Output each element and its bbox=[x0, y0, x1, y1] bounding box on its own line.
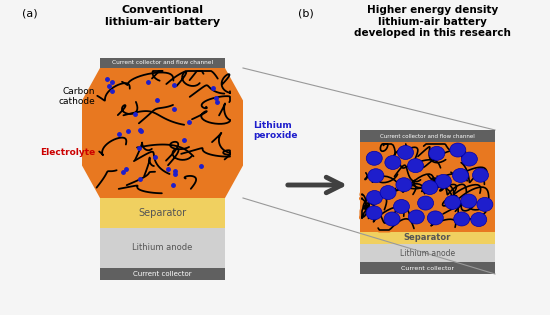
Bar bbox=[100, 58, 225, 68]
Ellipse shape bbox=[461, 194, 477, 208]
Ellipse shape bbox=[393, 199, 410, 214]
Polygon shape bbox=[82, 68, 243, 198]
Ellipse shape bbox=[444, 195, 460, 209]
Text: Lithium anode: Lithium anode bbox=[133, 243, 192, 253]
Ellipse shape bbox=[477, 198, 493, 211]
Ellipse shape bbox=[461, 152, 477, 166]
Ellipse shape bbox=[398, 146, 414, 159]
Ellipse shape bbox=[366, 191, 382, 204]
Ellipse shape bbox=[450, 143, 466, 157]
Bar bbox=[360, 130, 495, 142]
Bar bbox=[360, 142, 495, 232]
Text: Current collector and flow channel: Current collector and flow channel bbox=[380, 134, 475, 139]
Text: Separator: Separator bbox=[404, 233, 451, 243]
Ellipse shape bbox=[429, 146, 445, 160]
Ellipse shape bbox=[422, 180, 438, 195]
Ellipse shape bbox=[472, 168, 488, 182]
Text: (b): (b) bbox=[298, 8, 314, 18]
Ellipse shape bbox=[366, 206, 382, 220]
Ellipse shape bbox=[380, 186, 396, 199]
Text: Current collector and flow channel: Current collector and flow channel bbox=[112, 60, 213, 66]
Ellipse shape bbox=[385, 156, 401, 169]
Ellipse shape bbox=[427, 211, 443, 225]
Text: Carbon
cathode: Carbon cathode bbox=[58, 87, 95, 106]
Bar bbox=[100, 198, 225, 228]
Ellipse shape bbox=[396, 178, 412, 192]
Bar bbox=[360, 232, 495, 244]
Ellipse shape bbox=[408, 159, 424, 173]
Ellipse shape bbox=[435, 175, 452, 188]
Text: Current collector: Current collector bbox=[401, 266, 454, 271]
Ellipse shape bbox=[366, 151, 382, 165]
Bar bbox=[360, 244, 495, 262]
Bar bbox=[360, 262, 495, 274]
Ellipse shape bbox=[453, 169, 469, 182]
Ellipse shape bbox=[408, 210, 424, 224]
Text: (a): (a) bbox=[22, 8, 37, 18]
Text: Electrolyte: Electrolyte bbox=[40, 148, 95, 157]
Text: Lithium
peroxide: Lithium peroxide bbox=[253, 121, 298, 140]
Text: Separator: Separator bbox=[139, 208, 186, 218]
Text: Conventional
lithium-air battery: Conventional lithium-air battery bbox=[105, 5, 220, 26]
Bar bbox=[100, 268, 225, 280]
Ellipse shape bbox=[454, 212, 470, 226]
Ellipse shape bbox=[384, 212, 400, 226]
Text: Lithium anode: Lithium anode bbox=[400, 249, 455, 257]
Ellipse shape bbox=[368, 169, 384, 183]
Text: Higher energy density
lithium-air battery
developed in this research: Higher energy density lithium-air batter… bbox=[354, 5, 511, 38]
Bar bbox=[100, 228, 225, 268]
Text: Current collector: Current collector bbox=[133, 271, 192, 277]
Ellipse shape bbox=[471, 213, 487, 226]
Ellipse shape bbox=[417, 196, 433, 210]
